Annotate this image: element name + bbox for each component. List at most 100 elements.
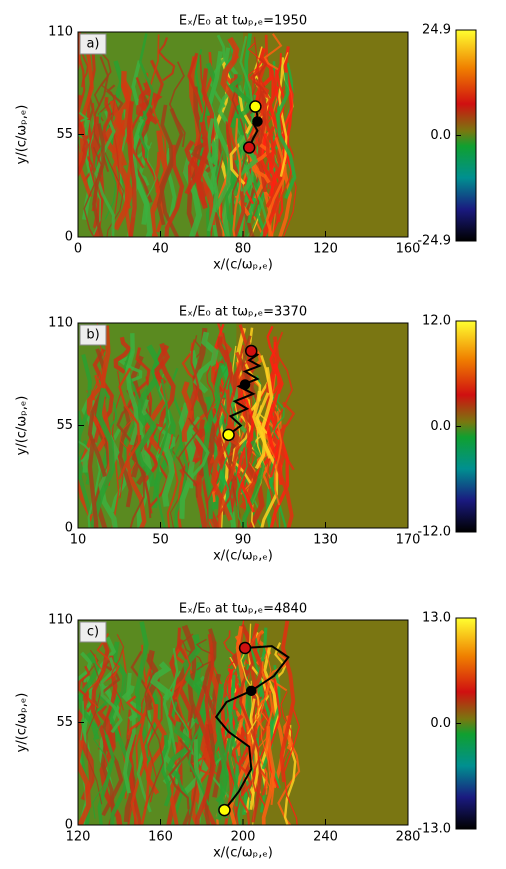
field-streak <box>207 50 233 213</box>
panel-label: b) <box>86 328 99 343</box>
field-streak <box>113 336 133 374</box>
y-tick-label: 55 <box>56 715 73 730</box>
field-streak <box>161 435 176 507</box>
y-tick-label: 0 <box>65 521 73 536</box>
field-streak <box>280 691 294 771</box>
field-streak <box>265 125 283 208</box>
field-streak <box>168 61 186 148</box>
field-streak <box>255 661 271 731</box>
panel-label: a) <box>86 37 99 52</box>
field-streak <box>279 620 296 783</box>
colorbar-tick-label: -13.0 <box>417 822 451 837</box>
field-streak <box>282 137 297 237</box>
particle-marker <box>249 100 262 113</box>
trajectory <box>214 645 290 811</box>
field-streak <box>159 735 172 807</box>
x-tick-label: 0 <box>74 242 82 257</box>
x-tick-label: 160 <box>396 242 421 257</box>
field-streak <box>260 646 279 789</box>
particle-marker <box>242 141 256 154</box>
y-tick-label: 0 <box>65 818 73 833</box>
x-tick-label: 10 <box>70 533 87 548</box>
field-streak <box>190 339 200 411</box>
field-streak <box>136 696 152 813</box>
field-streak <box>242 440 266 528</box>
field-map <box>78 620 408 825</box>
x-tick-label: 120 <box>313 242 338 257</box>
field-streak <box>111 634 125 711</box>
field-streak <box>78 423 93 465</box>
field-streak <box>225 432 239 483</box>
x-axis-label: x/(c/ωₚ,ₑ) <box>213 846 273 861</box>
field-streak <box>188 375 202 463</box>
field-streak <box>187 655 200 746</box>
y-tick-label: 110 <box>48 25 73 40</box>
x-tick-label: 50 <box>152 533 169 548</box>
particle-marker <box>239 379 251 390</box>
field-streak <box>138 110 148 159</box>
field-streak <box>243 106 261 149</box>
field-streak <box>156 104 174 226</box>
field-streak <box>188 416 210 489</box>
field-streak <box>112 118 134 231</box>
field-streak <box>236 440 248 528</box>
panel-label-box <box>79 33 107 55</box>
field-streak <box>102 111 117 220</box>
field-streak <box>87 438 99 528</box>
field-streak <box>78 652 101 740</box>
field-streak <box>278 149 292 237</box>
field-streak <box>232 118 242 237</box>
field-streak <box>252 390 267 470</box>
field-streak <box>232 727 252 797</box>
field-streak <box>97 734 116 825</box>
field-streak <box>273 404 281 528</box>
field-streak <box>194 684 217 825</box>
field-streak <box>165 721 191 780</box>
particle-marker <box>218 803 231 817</box>
field-streak <box>143 670 164 809</box>
colorbar-tick-label: -12.0 <box>417 525 451 540</box>
y-tick-label: 55 <box>56 418 73 433</box>
field-streak <box>157 344 176 428</box>
field-streak <box>138 81 154 125</box>
field-streak <box>193 327 215 477</box>
field-streak <box>159 107 184 237</box>
field-streak <box>142 668 157 762</box>
field-streak <box>184 140 200 195</box>
x-axis-label: x/(c/ωₚ,ₑ) <box>213 549 273 564</box>
field-streak <box>266 69 277 155</box>
field-streak <box>251 727 260 793</box>
field-streak <box>247 42 263 82</box>
field-map <box>78 32 408 237</box>
field-streak <box>134 621 149 759</box>
field-streak <box>278 57 288 177</box>
field-streak <box>154 378 168 528</box>
field-streak <box>78 111 91 148</box>
field-streak <box>118 367 141 480</box>
field-streak <box>88 102 99 228</box>
field-streak <box>126 101 137 237</box>
field-streak <box>78 410 83 480</box>
trajectory <box>248 106 259 148</box>
field-streak <box>240 623 260 735</box>
field-streak <box>92 722 112 819</box>
field-streak <box>85 115 102 237</box>
field-streak <box>149 34 167 193</box>
x-tick-label: 240 <box>313 830 338 845</box>
y-axis-label: y/(c/ωₚ,ₑ) <box>15 693 30 753</box>
field-streak <box>81 649 99 713</box>
field-streak <box>237 35 256 192</box>
colorbar-tick-label: 24.9 <box>422 23 451 38</box>
field-streak <box>260 647 272 785</box>
colorbar-tick-label: 12.0 <box>422 314 451 329</box>
field-streak <box>263 33 283 71</box>
field-streak <box>115 79 133 145</box>
field-streak <box>276 424 294 528</box>
x-tick-label: 40 <box>152 242 169 257</box>
field-streak <box>228 698 253 825</box>
field-streak <box>78 94 89 179</box>
panel-title: Eₓ/E₀ at tωₚ,ₑ=4840 <box>179 602 307 617</box>
x-axis-label: x/(c/ωₚ,ₑ) <box>213 258 273 273</box>
field-streak <box>134 413 157 487</box>
